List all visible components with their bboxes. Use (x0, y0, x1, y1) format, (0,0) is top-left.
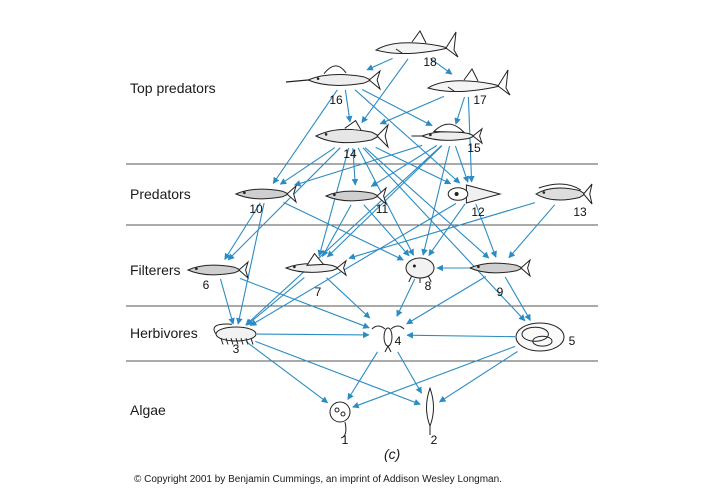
arrow-18-to-14 (361, 58, 409, 124)
arrow-15-to-12 (454, 145, 470, 183)
arrow-15-to-8 (421, 145, 451, 256)
arrow-8-to-4 (396, 278, 416, 317)
arrow-3-to-2 (255, 340, 421, 406)
organism-8-amphipod: 8 (405, 257, 435, 293)
organism-9-fish: 9 (468, 258, 531, 299)
arrow-5-to-2 (438, 351, 518, 403)
arrow-12-to-9 (475, 203, 497, 258)
organism-6-fish: 6 (186, 260, 249, 292)
arrow-6-to-3 (219, 278, 235, 325)
arrow-5-to-4 (406, 331, 516, 339)
organism-number-4: 4 (395, 334, 402, 348)
arrow-3-to-4 (256, 331, 370, 339)
tier-label-herbivores: Herbivores (130, 325, 198, 341)
arrow-15-to-10 (293, 144, 423, 187)
organism-17-shark: 17 (426, 68, 511, 107)
arrow-6-to-4 (239, 277, 370, 329)
organism-7-flying-fish: 7 (284, 252, 348, 299)
organism-number-7: 7 (315, 285, 322, 299)
copyright-notice: © Copyright 2001 by Benjamin Cummings, a… (134, 474, 502, 485)
arrow-17-to-12 (467, 96, 475, 183)
organism-number-14: 14 (343, 147, 357, 161)
tier-label-filterers: Filterers (130, 262, 181, 278)
tier-label-algae: Algae (130, 402, 166, 418)
feeding-arrows (219, 57, 556, 409)
arrow-16-to-14 (344, 89, 353, 123)
organism-number-11: 11 (376, 202, 389, 216)
organism-number-10: 10 (249, 202, 263, 216)
organism-number-9: 9 (497, 285, 504, 299)
arrow-12-to-8 (428, 203, 466, 257)
arrow-17-to-15 (454, 96, 466, 125)
organism-5-salp: 5 (515, 322, 576, 352)
organism-number-5: 5 (569, 334, 576, 348)
organism-2-alga-spindle: 2 (426, 386, 438, 447)
tier-label-predators: Predators (130, 186, 191, 202)
arrow-9-to-5 (504, 276, 531, 321)
arrow-15-to-11 (370, 145, 438, 187)
arrow-14-to-12 (375, 146, 452, 185)
arrow-4-to-2 (397, 351, 422, 394)
arrow-16-to-10 (272, 89, 338, 185)
arrow-3-to-1 (245, 341, 329, 404)
arrow-7-to-4 (326, 277, 371, 319)
organism-15-sailfish: 15 (411, 123, 484, 155)
arrow-9-to-4 (406, 276, 487, 325)
organism-16-marlin: 16 (285, 65, 381, 107)
organism-10-fish: 10 (234, 184, 297, 216)
arrow-10-to-8 (283, 201, 404, 261)
organism-number-17: 17 (473, 93, 487, 107)
panel-letter: (c) (384, 446, 401, 462)
arrow-17-to-14 (379, 95, 445, 125)
arrow-13-to-7 (348, 202, 536, 260)
organism-number-8: 8 (425, 279, 432, 293)
organism-number-3: 3 (233, 342, 240, 356)
arrow-16-to-15 (361, 89, 433, 127)
tier-label-top: Top predators (130, 80, 216, 96)
arrow-14-to-9 (364, 147, 490, 259)
organism-number-6: 6 (203, 278, 210, 292)
arrow-16-to-12 (354, 89, 461, 184)
arrow-14-to-7 (317, 147, 350, 257)
arrow-18-to-17 (430, 58, 453, 75)
organism-number-18: 18 (423, 55, 437, 69)
arrow-15-to-3 (245, 145, 442, 326)
organism-number-12: 12 (471, 205, 485, 219)
organism-number-2: 2 (431, 433, 438, 447)
organism-number-13: 13 (573, 205, 587, 219)
organism-18-shark: 18 (374, 30, 459, 69)
organism-1-alga-round: 1 (329, 401, 351, 447)
arrow-10-to-6 (224, 202, 261, 261)
organism-number-15: 15 (467, 141, 481, 155)
organism-number-1: 1 (342, 433, 349, 447)
arrow-4-to-1 (347, 351, 378, 401)
arrow-11-to-8 (363, 204, 410, 257)
arrow-14-to-6 (227, 147, 341, 261)
arrow-12-to-3 (249, 203, 457, 326)
arrow-5-to-1 (352, 345, 516, 409)
organism-13-dolphinfish: 13 (535, 183, 593, 219)
arrow-18-to-16 (366, 57, 393, 71)
arrow-13-to-9 (508, 204, 556, 259)
arrow-7-to-3 (246, 277, 305, 326)
arrow-14-to-10 (279, 147, 336, 185)
organism-number-16: 16 (329, 93, 343, 107)
arrow-10-to-3 (236, 202, 265, 325)
organism-14-tuna: 14 (314, 119, 389, 161)
arrow-11-to-7 (322, 204, 352, 257)
organism-4-copepod: 4 (371, 325, 405, 353)
organism-3-crustacean: 3 (213, 323, 257, 356)
organism-12-squid: 12 (447, 184, 502, 219)
organism-11-fish: 11 (324, 186, 389, 216)
